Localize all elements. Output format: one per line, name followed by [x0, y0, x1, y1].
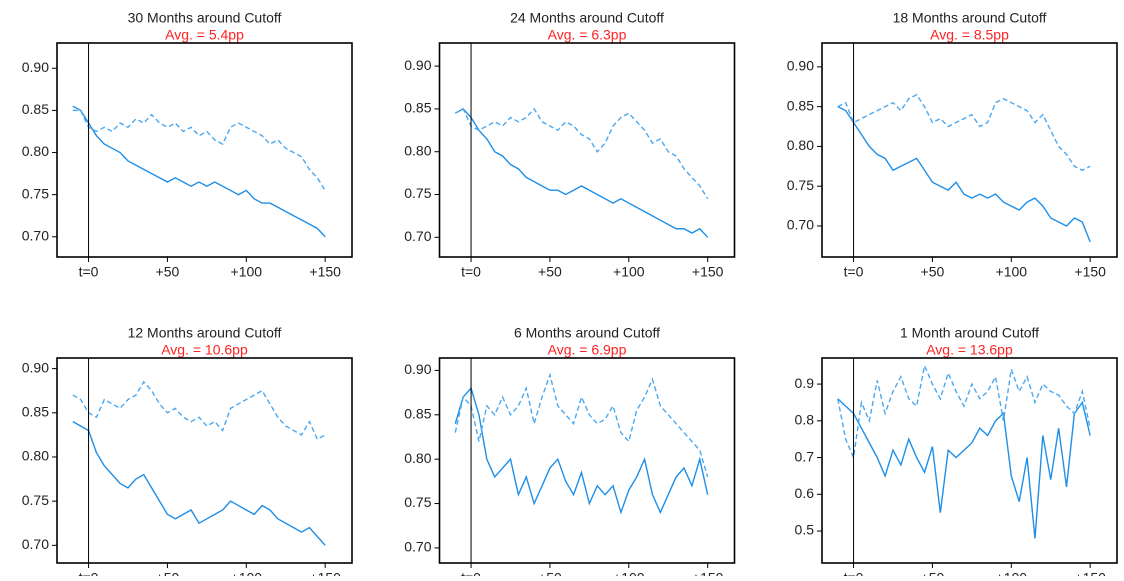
y-tick-label: 0.8 [795, 412, 815, 428]
y-tick-label: 0.80 [22, 143, 49, 159]
plot-frame [438, 42, 736, 258]
x-tick-label: +50 [156, 264, 180, 280]
y-tick-label: 0.90 [787, 58, 814, 74]
series-line [837, 398, 1091, 539]
y-tick-label: 0.90 [22, 359, 49, 375]
y-tick-label: 0.5 [795, 522, 815, 538]
y-tick-label: 0.85 [404, 100, 431, 116]
chart-title: 6 Months around Cutoff [514, 325, 660, 341]
y-tick-label: 0.75 [22, 492, 49, 508]
series-line [837, 363, 1091, 461]
x-tick-label: +150 [309, 570, 341, 576]
chart-title: 24 Months around Cutoff [510, 10, 664, 26]
chart-title: 12 Months around Cutoff [128, 325, 282, 341]
plot-frame [56, 42, 353, 258]
chart-title: 1 Month around Cutoff [900, 325, 1039, 341]
y-tick-label: 0.70 [404, 539, 431, 555]
y-tick-label: 0.80 [404, 450, 431, 466]
x-tick-label: +50 [538, 264, 562, 280]
x-tick-label: +100 [996, 570, 1028, 576]
series-line [837, 93, 1091, 172]
x-tick-label: t=0 [461, 264, 481, 280]
chart-subtitle: Avg. = 5.4pp [165, 27, 244, 43]
x-tick-label: +50 [921, 264, 945, 280]
y-tick-label: 0.80 [787, 137, 814, 153]
chart-subtitle: Avg. = 6.3pp [548, 27, 627, 43]
x-tick-label: t=0 [461, 570, 481, 576]
x-tick-label: +150 [1074, 264, 1106, 280]
series-line [72, 380, 326, 441]
x-tick-label: +100 [613, 264, 645, 280]
chart-subtitle: Avg. = 8.5pp [930, 27, 1009, 43]
y-tick-label: 0.80 [404, 142, 431, 158]
chart-subtitle: Avg. = 10.6pp [161, 342, 248, 358]
chart-subtitle: Avg. = 13.6pp [926, 342, 1013, 358]
series-line [454, 108, 709, 238]
series-line [454, 107, 709, 200]
chart-title: 18 Months around Cutoff [893, 10, 1047, 26]
y-tick-label: 0.90 [404, 361, 431, 377]
y-tick-label: 0.75 [404, 185, 431, 201]
x-tick-label: t=0 [844, 570, 864, 576]
plot-frame [821, 42, 1118, 258]
y-tick-label: 0.90 [404, 57, 431, 73]
chart-subtitle: Avg. = 6.9pp [548, 342, 627, 358]
series-line [837, 106, 1091, 243]
y-tick-label: 0.75 [787, 177, 814, 193]
plot-frame [438, 357, 736, 564]
y-tick-label: 0.75 [404, 494, 431, 510]
y-tick-label: 0.90 [22, 59, 49, 75]
y-tick-label: 0.85 [22, 101, 49, 117]
series-line [454, 386, 709, 515]
y-tick-label: 0.70 [22, 536, 49, 552]
x-tick-label: +150 [1074, 570, 1106, 576]
x-tick-label: +100 [231, 570, 263, 576]
x-tick-label: +150 [692, 264, 724, 280]
y-tick-label: 0.7 [795, 448, 815, 464]
y-tick-label: 0.70 [787, 217, 814, 233]
series-line [72, 109, 326, 191]
plot-frame [821, 357, 1118, 564]
y-tick-label: 0.85 [787, 97, 814, 113]
y-tick-label: 0.80 [22, 448, 49, 464]
y-tick-label: 0.70 [22, 227, 49, 243]
series-line [72, 105, 326, 238]
x-tick-label: +150 [692, 570, 724, 576]
series-line [72, 421, 326, 546]
y-tick-label: 0.6 [795, 485, 815, 501]
x-tick-label: +50 [921, 570, 945, 576]
x-tick-label: t=0 [79, 570, 99, 576]
x-tick-label: +100 [996, 264, 1028, 280]
x-tick-label: t=0 [79, 264, 99, 280]
x-tick-label: +150 [309, 264, 341, 280]
y-tick-label: 0.75 [22, 185, 49, 201]
series-line [454, 372, 709, 478]
x-tick-label: +100 [613, 570, 645, 576]
chart-title: 30 Months around Cutoff [128, 10, 282, 26]
x-tick-label: +50 [156, 570, 180, 576]
x-tick-label: t=0 [844, 264, 864, 280]
plot-frame [56, 357, 353, 564]
y-tick-label: 0.85 [404, 405, 431, 421]
y-tick-label: 0.70 [404, 228, 431, 244]
x-tick-label: +50 [538, 570, 562, 576]
y-tick-label: 0.85 [22, 403, 49, 419]
x-tick-label: +100 [231, 264, 263, 280]
y-tick-label: 0.9 [795, 375, 815, 391]
